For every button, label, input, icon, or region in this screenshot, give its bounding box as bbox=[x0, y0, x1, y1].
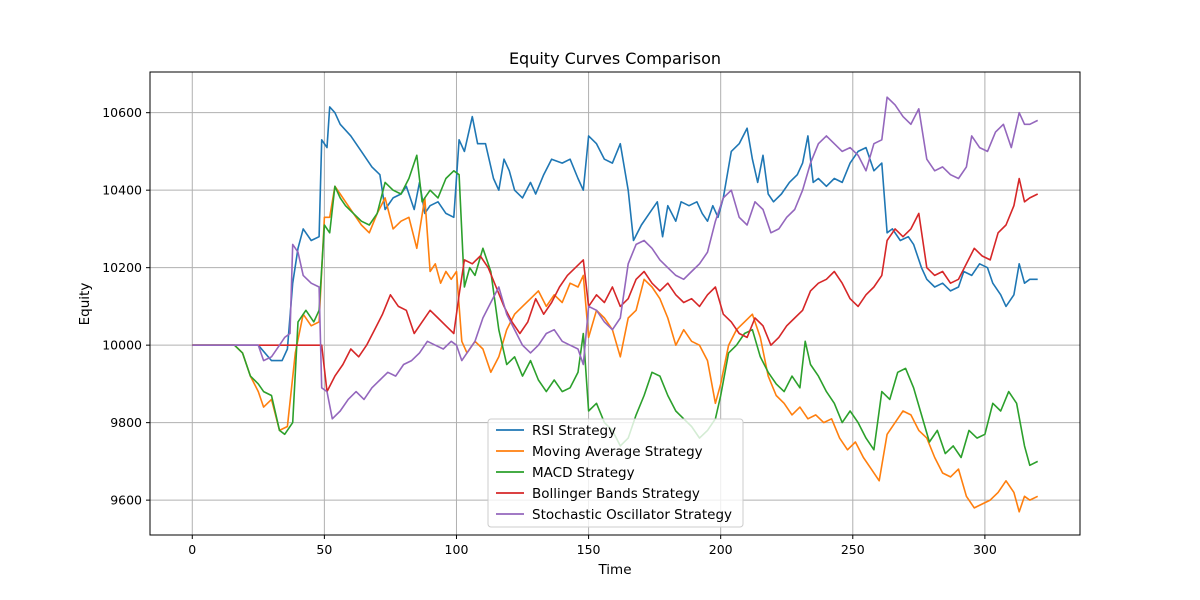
series-line-0 bbox=[192, 106, 1038, 362]
x-tick-label: 150 bbox=[577, 542, 601, 557]
legend-entry: Moving Average Strategy bbox=[532, 444, 703, 460]
legend-entry: Bollinger Bands Strategy bbox=[532, 486, 700, 502]
x-tick-label: 0 bbox=[188, 542, 196, 557]
y-tick-label: 10000 bbox=[102, 338, 142, 353]
grid bbox=[150, 72, 1080, 535]
y-tick-label: 10600 bbox=[102, 105, 142, 120]
y-tick-label: 10400 bbox=[102, 183, 142, 198]
legend-entry: Stochastic Oscillator Strategy bbox=[532, 507, 732, 523]
x-axis-label: Time bbox=[597, 562, 631, 578]
x-tick-label: 100 bbox=[445, 542, 469, 557]
x-tick-label: 300 bbox=[973, 542, 997, 557]
x-tick-label: 250 bbox=[841, 542, 865, 557]
axis-ticks: 0 50 100 150 200 250 300 9600 9800 10000 10200 1040… bbox=[102, 105, 997, 557]
legend-entry: MACD Strategy bbox=[532, 465, 635, 481]
y-axis-label: Equity bbox=[77, 283, 93, 326]
x-tick-label: 200 bbox=[709, 542, 733, 557]
series-line-4 bbox=[192, 96, 1039, 420]
y-tick-label: 9800 bbox=[110, 415, 142, 430]
legend-box bbox=[487, 418, 744, 528]
y-tick-label: 9600 bbox=[110, 493, 142, 508]
plot-frame bbox=[149, 71, 1081, 536]
legend-entry: RSI Strategy bbox=[532, 423, 616, 439]
legend: RSI Strategy Moving Average Strategy MACD … bbox=[487, 418, 744, 528]
series-line-3 bbox=[192, 177, 1039, 393]
y-tick-label: 10200 bbox=[102, 260, 142, 275]
chart-title: Equity Curves Comparison bbox=[509, 49, 721, 68]
series-lines bbox=[192, 96, 1039, 513]
x-tick-label: 50 bbox=[316, 542, 332, 557]
